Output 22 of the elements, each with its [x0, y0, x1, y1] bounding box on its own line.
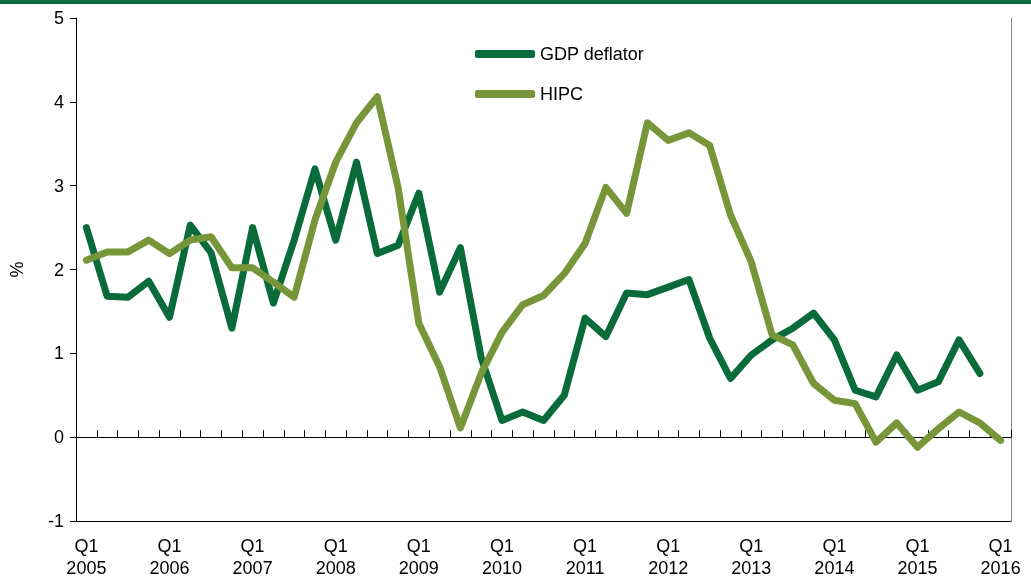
x-tick-label: Q1 2010 — [481, 536, 522, 578]
x-tick-label: Q1 2015 — [897, 536, 938, 578]
y-tick-label: 0 — [53, 427, 64, 448]
x-tick-label: Q1 2016 — [980, 536, 1021, 578]
y-tick-label: 1 — [53, 343, 64, 364]
y-axis-title: % — [7, 261, 27, 278]
x-tick-label: Q1 2011 — [565, 536, 605, 578]
y-tick-label: -1 — [47, 511, 64, 531]
x-tick-label: Q1 2009 — [398, 536, 439, 578]
x-tick-label: Q1 2013 — [731, 536, 772, 578]
y-tick-label: 2 — [53, 259, 64, 280]
x-tick-label: Q1 2012 — [648, 536, 689, 578]
y-tick-label: 5 — [53, 8, 64, 28]
x-tick-label: Q1 2008 — [315, 536, 356, 578]
y-tick-label: 4 — [53, 91, 64, 112]
x-tick-label: Q1 2005 — [66, 536, 107, 578]
legend-label: HIPC — [540, 84, 584, 104]
x-tick-label: Q1 2014 — [814, 536, 855, 578]
y-tick-label: 3 — [53, 175, 64, 196]
legend-label: GDP deflator — [540, 44, 644, 64]
x-tick-label: Q1 2006 — [149, 536, 190, 578]
x-tick-label: Q1 2007 — [232, 536, 273, 578]
